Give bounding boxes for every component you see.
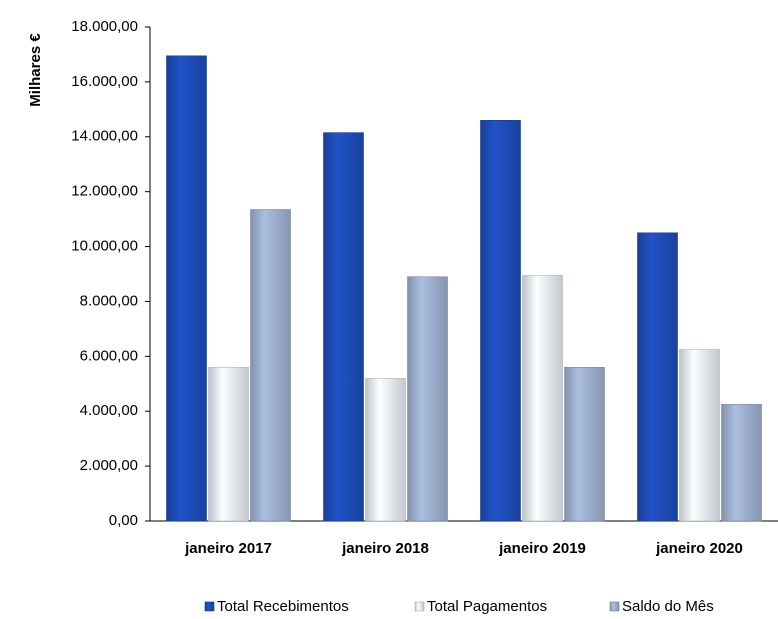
x-tick-label: janeiro 2020 — [655, 540, 743, 557]
y-tick-label: 6.000,00 — [80, 347, 138, 364]
y-tick-label: 8.000,00 — [80, 292, 138, 309]
y-axis-label: Milhares € — [27, 33, 44, 107]
bar — [208, 367, 249, 522]
bar — [480, 120, 521, 522]
bar — [637, 232, 678, 522]
x-tick-label: janeiro 2018 — [341, 540, 429, 557]
legend-swatch — [204, 601, 215, 612]
y-tick-label: 16.000,00 — [71, 73, 138, 90]
legend-label: Total Pagamentos — [427, 598, 547, 615]
y-tick-label: 12.000,00 — [71, 183, 138, 200]
bar — [250, 209, 291, 522]
y-tick-label: 4.000,00 — [80, 402, 138, 419]
legend-label: Saldo do Mês — [622, 598, 714, 615]
y-tick-label: 2.000,00 — [80, 457, 138, 474]
bar — [166, 55, 207, 522]
bar — [679, 349, 720, 522]
y-tick-label: 10.000,00 — [71, 238, 138, 255]
y-tick-label: 0,00 — [109, 512, 138, 529]
y-tick-label: 18.000,00 — [71, 18, 138, 35]
x-tick-label: janeiro 2017 — [184, 540, 272, 557]
legend-swatch — [609, 601, 620, 612]
bar — [522, 275, 563, 522]
x-tick-label: janeiro 2019 — [498, 540, 586, 557]
legend-label: Total Recebimentos — [217, 598, 349, 615]
bar — [564, 367, 605, 522]
legend-swatch — [414, 601, 425, 612]
y-tick-label: 14.000,00 — [71, 128, 138, 145]
bar — [365, 377, 406, 522]
bar — [721, 404, 762, 522]
bar — [407, 276, 448, 522]
bar — [323, 132, 364, 522]
